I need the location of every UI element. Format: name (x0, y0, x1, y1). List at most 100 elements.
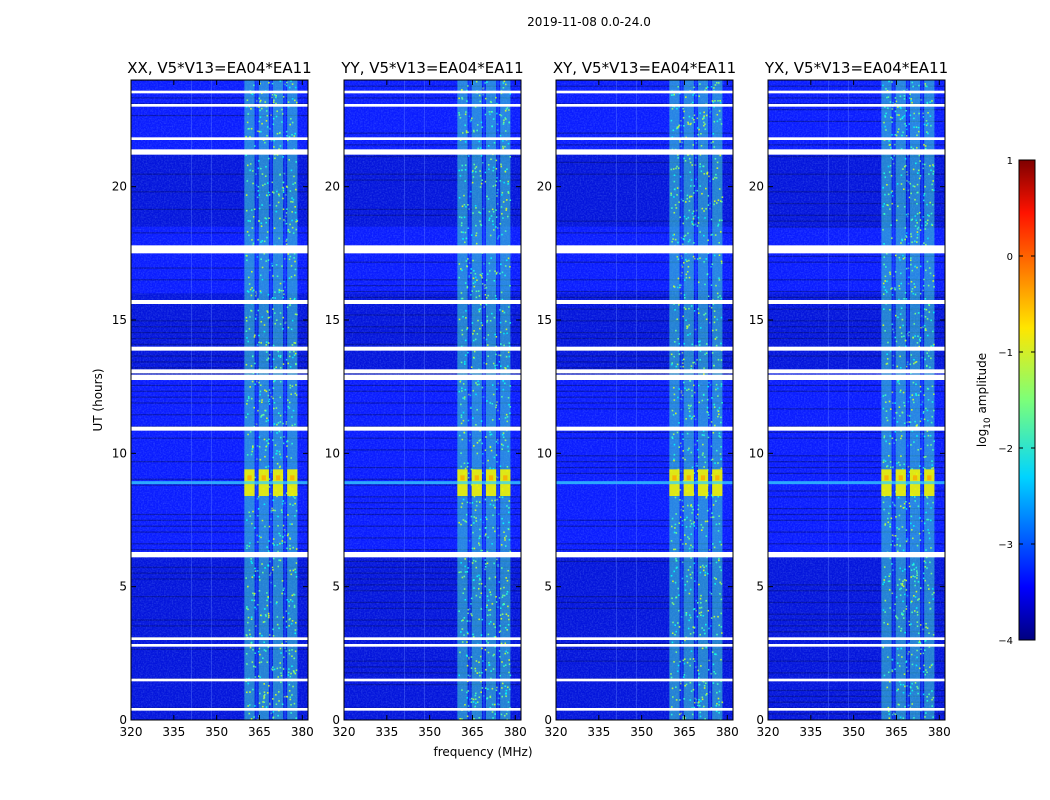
rfi-speckle (905, 608, 908, 610)
rfi-speckle (884, 275, 887, 278)
rfi-speckle (882, 282, 885, 285)
rfi-speckle (884, 524, 886, 526)
rfi-speckle (917, 581, 920, 583)
rfi-speckle (500, 114, 503, 117)
rfi-speckle (912, 575, 914, 577)
rfi-speckle (277, 515, 279, 518)
rfi-speckle (687, 216, 690, 219)
rfi-speckle (266, 592, 268, 594)
rfi-speckle (719, 154, 722, 157)
rfi-speckle (674, 412, 677, 415)
rfi-speckle (930, 547, 932, 549)
rfi-speckle (703, 210, 705, 212)
rfi-speckle (267, 293, 270, 296)
vertical-rfi-line-0 (190, 80, 192, 720)
rfi-speckle (883, 286, 886, 288)
rfi-speckle (471, 290, 473, 292)
rfi-speckle (282, 289, 284, 292)
rfi-speckle (676, 126, 679, 129)
rfi-speckle (693, 525, 696, 527)
rfi-speckle (254, 145, 256, 147)
x-tick-label: 320 (120, 725, 143, 739)
flagged-row-4 (344, 552, 521, 558)
rfi-speckle (259, 116, 262, 118)
vertical-rfi-line-0 (615, 80, 617, 720)
rfi-speckle (282, 197, 284, 200)
rfi-speckle (916, 236, 919, 239)
rfi-speckle (498, 692, 501, 695)
rfi-speckle (286, 534, 289, 537)
rfi-speckle (250, 616, 253, 618)
rfi-speckle (916, 649, 918, 652)
rfi-speckle (721, 196, 724, 198)
rfi-speckle (678, 342, 681, 345)
rfi-speckle (260, 225, 263, 228)
rfi-speckle (495, 440, 498, 443)
rfi-speckle (672, 580, 674, 583)
rfi-speckle (705, 258, 708, 260)
rfi-speckle (279, 647, 282, 650)
rfi-speckle (276, 432, 278, 434)
rfi-speckle (896, 462, 898, 465)
rfi-speckle (924, 85, 927, 87)
rfi-speckle (472, 559, 475, 562)
rfi-speckle (504, 537, 506, 539)
rfi-speckle (466, 715, 469, 718)
rfi-speckle (288, 355, 291, 358)
rfi-speckle (506, 651, 509, 654)
rfi-speckle (705, 599, 708, 602)
rfi-speckle (251, 450, 254, 453)
rfi-speckle (294, 86, 297, 89)
rfi-speckle (475, 232, 478, 234)
rfi-speckle (702, 430, 705, 432)
rfi-speckle (914, 198, 916, 201)
rfi-speckle (914, 335, 916, 337)
rfi-speckle (697, 281, 700, 284)
rfi-speckle (263, 691, 266, 694)
rfi-speckle (697, 133, 699, 136)
rfi-speckle (260, 614, 262, 617)
rfi-speckle (706, 86, 709, 88)
rfi-speckle (248, 283, 251, 285)
rfi-speckle (271, 566, 274, 569)
rfi-speckle (926, 214, 929, 216)
rfi-speckle (701, 399, 704, 402)
rfi-speckle (706, 173, 709, 175)
rfi-speckle (692, 217, 695, 220)
x-tick-label: 320 (545, 725, 568, 739)
rfi-speckle (291, 201, 294, 203)
rfi-speckle (509, 707, 511, 709)
panel-title: YX, V5*V13=EA04*EA11 (764, 59, 948, 77)
rfi-speckle (252, 446, 254, 448)
rfi-speckle (899, 415, 901, 417)
rfi-speckle (894, 336, 897, 339)
rfi-speckle (460, 416, 463, 419)
rfi-speckle (891, 437, 894, 440)
rfi-speckle (489, 613, 491, 616)
rfi-speckle (479, 429, 481, 432)
rfi-speckle (905, 605, 908, 608)
rfi-speckle (253, 406, 255, 409)
rfi-speckle (289, 569, 292, 572)
rfi-speckle (250, 636, 252, 638)
rfi-speckle (712, 543, 714, 545)
rfi-speckle (925, 329, 927, 332)
rfi-speckle (279, 354, 282, 357)
flagged-row-13 (131, 104, 308, 107)
rfi-speckle (927, 219, 929, 222)
rfi-speckle (264, 175, 267, 177)
rfi-speckle (252, 510, 254, 513)
rfi-speckle (688, 115, 691, 118)
rfi-speckle (686, 504, 689, 507)
rfi-speckle (467, 674, 470, 677)
rfi-speckle (683, 296, 686, 299)
rfi-speckle (927, 584, 929, 587)
rfi-speckle (903, 401, 905, 404)
rfi-speckle (685, 218, 688, 220)
rfi-column-1 (895, 80, 906, 720)
rfi-speckle (261, 266, 264, 269)
rfi-speckle (281, 703, 284, 706)
rfi-speckle (461, 502, 464, 505)
